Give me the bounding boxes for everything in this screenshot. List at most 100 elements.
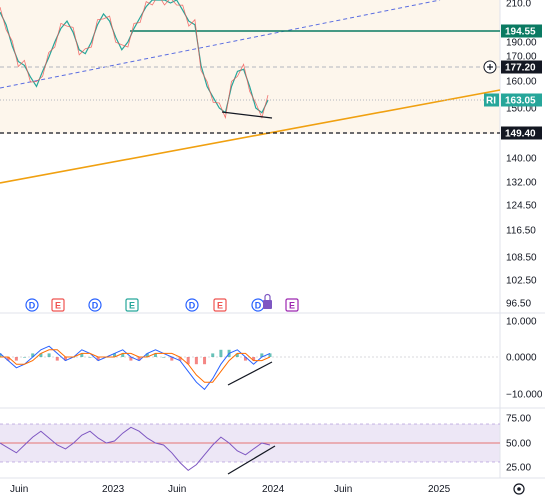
price-badge-value: 194.55 — [505, 27, 536, 38]
price-series-wick-line — [0, 0, 269, 120]
macd-histogram-bar — [113, 353, 117, 357]
macd-histogram-bar — [194, 357, 198, 365]
resistance-trendline[interactable] — [0, 0, 441, 89]
badge-label-box — [484, 93, 499, 107]
price-badge-value: 149.40 — [505, 129, 536, 140]
price-badge-value: 177.20 — [505, 63, 536, 74]
event-marker-letter: D — [189, 301, 196, 311]
event-marker-d[interactable]: D — [185, 298, 199, 312]
macd-tick-label: 0.0000 — [506, 353, 537, 364]
macd-histogram-bar — [47, 353, 51, 357]
gear-icon[interactable] — [513, 483, 525, 495]
event-marker-e[interactable]: E — [51, 298, 65, 312]
price-tick-label: 108.50 — [506, 253, 537, 264]
macd-histogram — [0, 349, 272, 365]
macd-histogram-bar — [211, 353, 215, 357]
price-badge-box — [501, 93, 542, 107]
macd-histogram-bar — [268, 353, 272, 357]
price-tick-label: 140.00 — [506, 154, 537, 165]
price-tick-label: 160.00 — [506, 77, 537, 88]
macd-histogram-bar — [235, 353, 239, 357]
event-marker-d[interactable]: D — [25, 298, 39, 312]
rsi-line — [0, 426, 271, 472]
macd-histogram-bar — [137, 357, 141, 361]
price-series-line — [0, 0, 269, 114]
badge-label: RI — [486, 96, 496, 107]
macd-histogram-bar — [88, 357, 92, 358]
macd-histogram-bar — [0, 353, 2, 357]
event-marker-letter: E — [129, 301, 135, 311]
time-axis-label: 2024 — [262, 484, 285, 495]
time-axis-label: Juin — [10, 484, 28, 495]
price-badge-value: 163.05 — [505, 96, 536, 107]
time-axis-labels: Juin 2023 Juin 2024 Juin 2025 — [10, 484, 451, 495]
price-axis-ticks: 210.0 190.00 170.00 160.00 150.00 140.00 132.0… — [506, 0, 537, 310]
macd-histogram-bar — [243, 357, 247, 361]
macd-histogram-bar — [153, 353, 157, 357]
event-marker-e[interactable]: E — [125, 298, 139, 312]
time-axis-label: 2023 — [102, 484, 125, 495]
macd-histogram-bar — [6, 357, 10, 361]
time-axis-label: Juin — [334, 484, 352, 495]
price-badge-box — [501, 60, 542, 74]
rsi-tick-label: 50.00 — [506, 439, 531, 450]
macd-histogram-bar — [55, 357, 59, 361]
macd-histogram-bar — [260, 353, 264, 357]
price-tick-label: 124.50 — [506, 201, 537, 212]
event-marker-d[interactable]: D — [251, 298, 265, 312]
macd-axis-ticks: 10.000 0.0000 −10.000 — [506, 317, 543, 401]
macd-tick-label: −10.000 — [506, 390, 543, 401]
rsi-tick-label: 75.00 — [506, 414, 531, 425]
macd-histogram-bar — [14, 357, 18, 361]
price-tick-label: 96.50 — [506, 299, 531, 310]
macd-histogram-bar — [186, 357, 190, 365]
price-tick-label: 150.00 — [506, 104, 537, 115]
macd-histogram-bar — [80, 353, 84, 357]
event-marker-letter: D — [92, 301, 99, 311]
macd-histogram-bar — [63, 357, 67, 361]
price-badge-box — [501, 126, 542, 140]
macd-histogram-bar — [178, 357, 182, 361]
event-marker-letter: E — [55, 301, 61, 311]
support-trendline[interactable] — [0, 89, 501, 184]
price-tick-label: 170.00 — [506, 52, 537, 63]
price-badge-box — [501, 24, 542, 38]
event-marker-d[interactable]: D — [88, 298, 102, 312]
event-marker-letter: E — [217, 301, 223, 311]
macd-histogram-bar — [170, 357, 174, 361]
plus-circle-icon[interactable] — [483, 60, 497, 74]
price-tick-label: 132.00 — [506, 178, 537, 189]
price-range-shading — [0, 0, 500, 134]
macd-histogram-bar — [96, 357, 100, 361]
time-axis-label: Juin — [168, 484, 186, 495]
price-tick-label: 190.00 — [506, 38, 537, 49]
event-marker-letter: D — [255, 301, 262, 311]
price-badges: 194.55 177.20 RI 163.05 149.40 — [484, 24, 542, 140]
event-marker-letter: E — [289, 301, 295, 311]
bottom-support-line — [221, 111, 273, 119]
macd-line — [0, 345, 271, 391]
price-tick-label: 102.50 — [506, 276, 537, 287]
time-axis-label: 2025 — [428, 484, 451, 495]
macd-histogram-bar — [162, 357, 166, 358]
macd-histogram-bar — [203, 357, 207, 365]
macd-signal-line — [0, 349, 271, 383]
lock-icon[interactable] — [263, 293, 272, 310]
macd-histogram-bar — [252, 357, 256, 361]
macd-divergence-line — [227, 361, 273, 386]
price-tick-label: 116.50 — [506, 226, 536, 237]
event-marker-letter: D — [29, 301, 36, 311]
macd-histogram-bar — [31, 353, 35, 357]
macd-histogram-bar — [219, 349, 223, 357]
macd-histogram-bar — [23, 357, 27, 358]
rsi-tick-label: 25.00 — [506, 463, 531, 474]
macd-histogram-bar — [121, 353, 125, 357]
rsi-divergence-line — [227, 445, 276, 475]
rsi-axis-ticks: 75.00 50.00 25.00 — [506, 414, 531, 474]
event-marker-e[interactable]: E — [285, 298, 299, 312]
price-tick-label: 210.0 — [506, 0, 531, 10]
event-marker-e[interactable]: E — [213, 298, 227, 312]
macd-histogram-bar — [145, 353, 149, 357]
